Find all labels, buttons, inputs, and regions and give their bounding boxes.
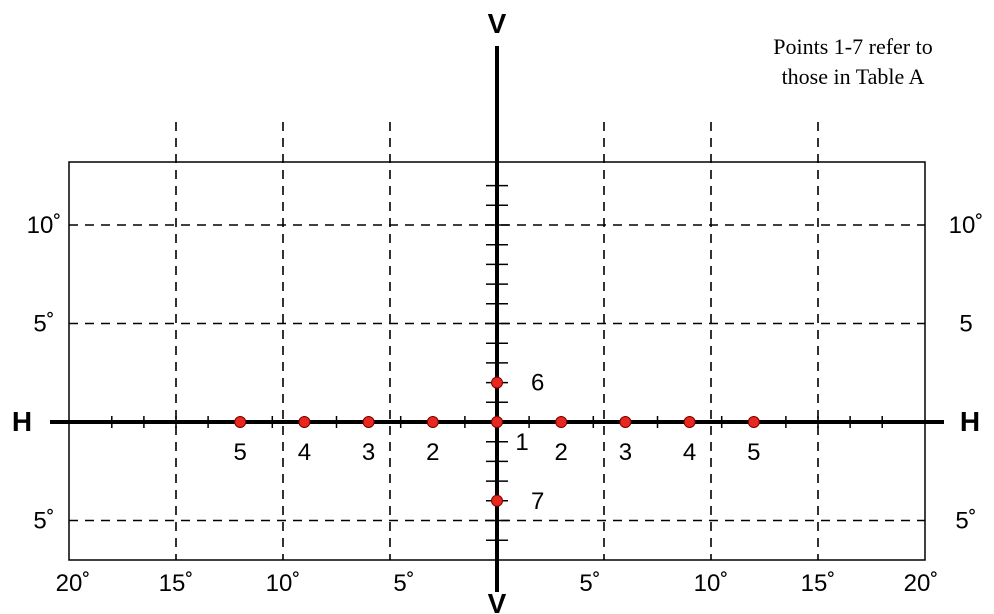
- horizontal-axis-label-left: H: [12, 406, 32, 437]
- test-point-3: [362, 416, 375, 428]
- horizontal-eccentricity-label: 20˚: [56, 570, 91, 597]
- left-eccentricity-label: 5˚: [33, 508, 54, 535]
- right-eccentricity-label: 10˚: [949, 212, 984, 239]
- point-label-5: 5: [747, 439, 760, 466]
- point-label-6: 6: [531, 370, 544, 397]
- point-label-4: 4: [298, 439, 311, 466]
- vertical-axis-label-bottom: V: [488, 588, 507, 614]
- test-point-3: [619, 416, 632, 428]
- point-label-7: 7: [531, 488, 544, 515]
- right-eccentricity-label: 5: [959, 311, 972, 338]
- test-point-7: [491, 494, 503, 507]
- point-label-4: 4: [683, 439, 696, 466]
- right-eccentricity-label: 5˚: [955, 508, 976, 535]
- table-reference-note: Points 1-7 refer to those in Table A: [728, 32, 978, 92]
- horizontal-eccentricity-label: 10˚: [266, 570, 301, 597]
- horizontal-eccentricity-label: 20˚: [904, 570, 939, 597]
- horizontal-eccentricity-label: 15˚: [801, 570, 836, 597]
- point-label-2: 2: [426, 439, 439, 466]
- test-point-5: [234, 416, 247, 428]
- horizontal-eccentricity-label: 10˚: [694, 570, 729, 597]
- vertical-axis-label-top: V: [488, 8, 507, 39]
- test-point-5: [747, 416, 760, 428]
- test-point-2: [426, 416, 439, 428]
- note-line-1: Points 1-7 refer to: [773, 34, 933, 59]
- note-line-2: those in Table A: [781, 64, 925, 89]
- point-label-3: 3: [619, 439, 632, 466]
- left-eccentricity-label: 10˚: [27, 212, 62, 239]
- point-label-3: 3: [362, 439, 375, 466]
- point-label-5: 5: [234, 439, 247, 466]
- test-point-2: [555, 416, 568, 428]
- test-point-4: [298, 416, 311, 428]
- horizontal-eccentricity-label: 15˚: [159, 570, 194, 597]
- left-eccentricity-label: 5˚: [33, 311, 54, 338]
- test-point-6: [491, 376, 503, 389]
- point-label-2: 2: [555, 439, 568, 466]
- test-point-1: [491, 416, 503, 428]
- horizontal-eccentricity-label: 5˚: [579, 570, 600, 597]
- horizontal-axis-label-right: H: [960, 406, 980, 437]
- horizontal-eccentricity-label: 5˚: [393, 570, 414, 597]
- point-label-1: 1: [515, 429, 528, 456]
- test-point-4: [683, 416, 696, 428]
